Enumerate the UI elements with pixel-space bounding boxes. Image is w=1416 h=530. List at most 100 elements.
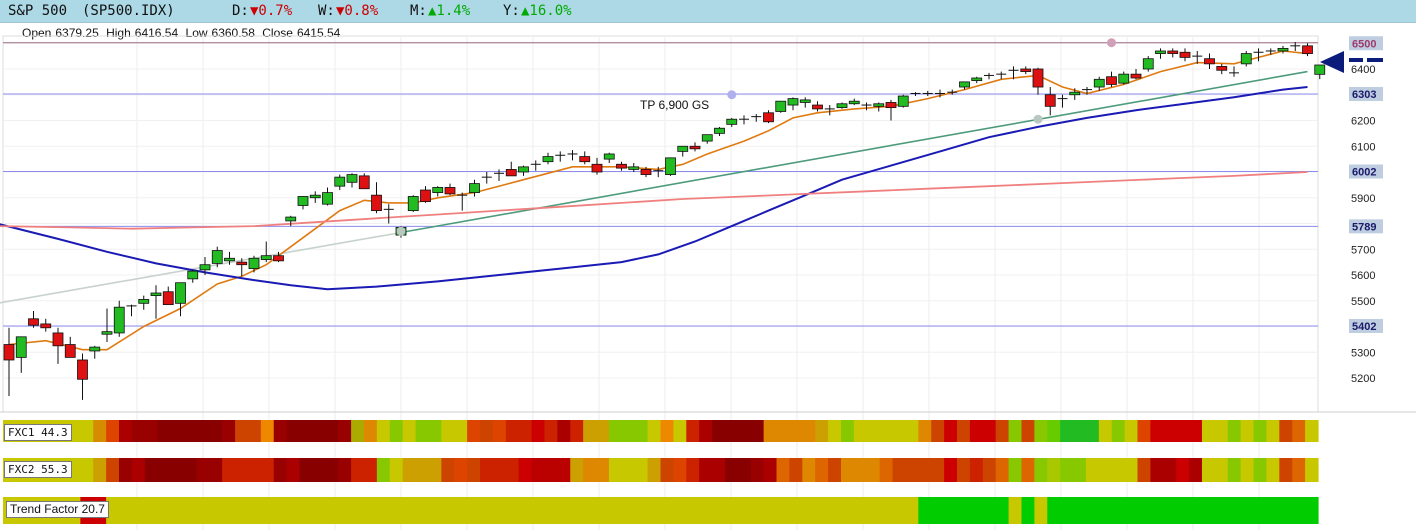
year-change-label: Y: bbox=[503, 3, 520, 19]
fxc1-band-cell bbox=[209, 420, 223, 442]
trend-factor-band-cell bbox=[222, 497, 236, 524]
candle-down bbox=[52, 332, 64, 347]
trend-factor-band-cell bbox=[505, 497, 520, 524]
fxc1-band-cell bbox=[1047, 420, 1061, 442]
level-marker bbox=[1033, 114, 1043, 124]
trend-factor-band-cell bbox=[157, 497, 172, 524]
fxc2-band-cell bbox=[982, 458, 997, 482]
fxc1-band-cell bbox=[441, 420, 455, 442]
candle-down bbox=[1204, 58, 1215, 65]
candle-up bbox=[1314, 64, 1326, 75]
candle-down bbox=[1302, 45, 1313, 54]
candle-up bbox=[260, 255, 272, 260]
fxc2-band-cell bbox=[802, 458, 816, 482]
current-price-dash bbox=[1349, 57, 1363, 62]
fxc1-band-cell bbox=[1060, 420, 1074, 442]
trend-factor-band-cell bbox=[235, 497, 249, 524]
fxc1-band-cell bbox=[1073, 420, 1087, 442]
candle-up bbox=[89, 346, 101, 352]
fxc1-band-cell bbox=[170, 420, 185, 442]
current-price-dash bbox=[1367, 57, 1383, 62]
symbol-name: S&P 500 bbox=[8, 3, 68, 19]
trend-factor-band-cell bbox=[119, 497, 133, 524]
y-tick-label: 6200 bbox=[1351, 116, 1375, 128]
fxc2-band-cell bbox=[853, 458, 868, 482]
fxc1-band-cell bbox=[1008, 420, 1023, 442]
fxc2-band-cell bbox=[454, 458, 468, 482]
fxc2-band-cell bbox=[312, 458, 326, 482]
trend-factor-band-cell bbox=[557, 497, 571, 524]
fxc2-band-cell bbox=[93, 458, 107, 482]
fxc1-band-cell bbox=[1111, 420, 1126, 442]
fxc1-band-cell bbox=[1292, 420, 1306, 442]
fxc2-band-cell bbox=[1008, 458, 1023, 482]
candle-down bbox=[1020, 68, 1032, 72]
fxc1-band-cell bbox=[789, 420, 803, 442]
month-change: ▲1.4% bbox=[428, 3, 471, 19]
fxc2-band-cell bbox=[131, 458, 146, 482]
fxc1-band-cell bbox=[995, 420, 1010, 442]
fxc2-band-cell bbox=[776, 458, 791, 482]
fxc2-band-cell bbox=[1305, 458, 1319, 482]
trend-factor-band-cell bbox=[299, 497, 314, 524]
candle-up bbox=[1093, 78, 1105, 88]
fxc2-band-cell bbox=[879, 458, 894, 482]
level-marker bbox=[396, 226, 406, 236]
price-tag-label: 6303 bbox=[1352, 89, 1376, 101]
candle-up bbox=[897, 95, 909, 107]
fxc1-band-cell bbox=[299, 420, 314, 442]
fxc1-band-cell bbox=[1240, 420, 1255, 442]
fxc2-band-cell bbox=[325, 458, 339, 482]
trend-factor-band-cell bbox=[183, 497, 197, 524]
fxc2-band-cell bbox=[518, 458, 533, 482]
trend-factor-band-cell bbox=[802, 497, 816, 524]
fxc2-band-cell bbox=[634, 458, 649, 482]
fxc2-band-cell bbox=[144, 458, 159, 482]
fxc1-band-cell bbox=[905, 420, 919, 442]
fxc2-band-cell bbox=[1214, 458, 1229, 482]
fxc2-band-cell bbox=[1176, 458, 1190, 482]
indicator-bands bbox=[3, 420, 1319, 524]
fxc1-band-cell bbox=[583, 420, 597, 442]
fxc1-band-cell bbox=[969, 420, 984, 442]
trend-factor-band-cell bbox=[286, 497, 301, 524]
fxc1-band-cell bbox=[1279, 420, 1293, 442]
candle-up bbox=[309, 194, 321, 199]
fxc2-band-cell bbox=[815, 458, 829, 482]
fxc2-band-cell bbox=[170, 458, 185, 482]
price-tag-label: 5789 bbox=[1352, 221, 1376, 233]
fxc2-band-cell bbox=[699, 458, 713, 482]
candle-up bbox=[138, 299, 150, 304]
candles bbox=[3, 41, 1326, 400]
fxc1-band-cell bbox=[892, 420, 907, 442]
trend-factor-band-cell bbox=[1111, 497, 1126, 524]
fxc2-band-cell bbox=[441, 458, 455, 482]
trend-factor-band-cell bbox=[1137, 497, 1152, 524]
trend-factor-band-cell bbox=[325, 497, 339, 524]
fxc1-band-cell bbox=[1085, 420, 1100, 442]
fxc2-band-cell bbox=[608, 458, 623, 482]
trend-factor-band-cell bbox=[196, 497, 210, 524]
candle-down bbox=[591, 163, 603, 173]
trend-factor-band-cell bbox=[1227, 497, 1242, 524]
fxc2-band-cell bbox=[1085, 458, 1100, 482]
fxc2-band-cell bbox=[531, 458, 546, 482]
fxc2-band-cell bbox=[789, 458, 803, 482]
trend-factor-band-cell bbox=[106, 497, 120, 524]
fxc1-band-cell bbox=[866, 420, 881, 442]
trend-factor-band-cell bbox=[982, 497, 997, 524]
candle-down bbox=[1130, 73, 1142, 79]
candle-down bbox=[616, 163, 627, 169]
price-tag bbox=[1349, 164, 1383, 179]
fxc1-band-cell bbox=[312, 420, 326, 442]
trend-factor-band-cell bbox=[699, 497, 713, 524]
trend-factor-band-cell bbox=[1240, 497, 1255, 524]
fxc2-band-cell bbox=[1137, 458, 1152, 482]
candle-up bbox=[701, 134, 713, 142]
fxc2-band-cell bbox=[1163, 458, 1177, 482]
y-tick-label: 5200 bbox=[1351, 373, 1375, 385]
candle-up bbox=[1277, 48, 1289, 52]
fxc2-band-cell bbox=[892, 458, 907, 482]
